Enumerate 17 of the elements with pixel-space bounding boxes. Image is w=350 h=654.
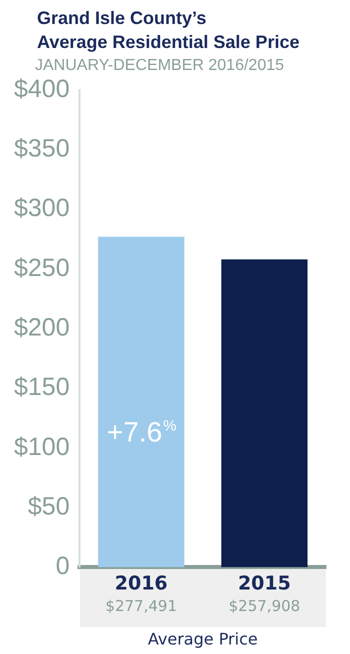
y-tick-label: $100 — [14, 432, 70, 461]
x-tick-label: 2015 — [238, 572, 291, 595]
text: $257,908 — [228, 597, 300, 616]
text: $277,491 — [105, 597, 177, 616]
y-tick-label: 0 — [56, 552, 70, 580]
chart-subtitle: JANUARY-DECEMBER 2016/2015 — [35, 56, 284, 76]
x-axis-title: Average Price — [148, 630, 258, 649]
y-tick-label: $400 — [14, 74, 70, 103]
y-tick-label: $350 — [14, 134, 70, 163]
y-tick-label: $50 — [28, 492, 70, 520]
y-tick-label: $300 — [14, 194, 70, 222]
chart-title: Grand Isle County’s Average Residential Sale Price — [37, 7, 300, 54]
x-tick-label: 2016 — [114, 572, 168, 595]
annotation: +7.6% — [106, 416, 177, 448]
y-tick-label: $150 — [14, 373, 70, 402]
y-tick-label: $200 — [14, 313, 70, 342]
y-tick-label: $250 — [14, 254, 70, 282]
